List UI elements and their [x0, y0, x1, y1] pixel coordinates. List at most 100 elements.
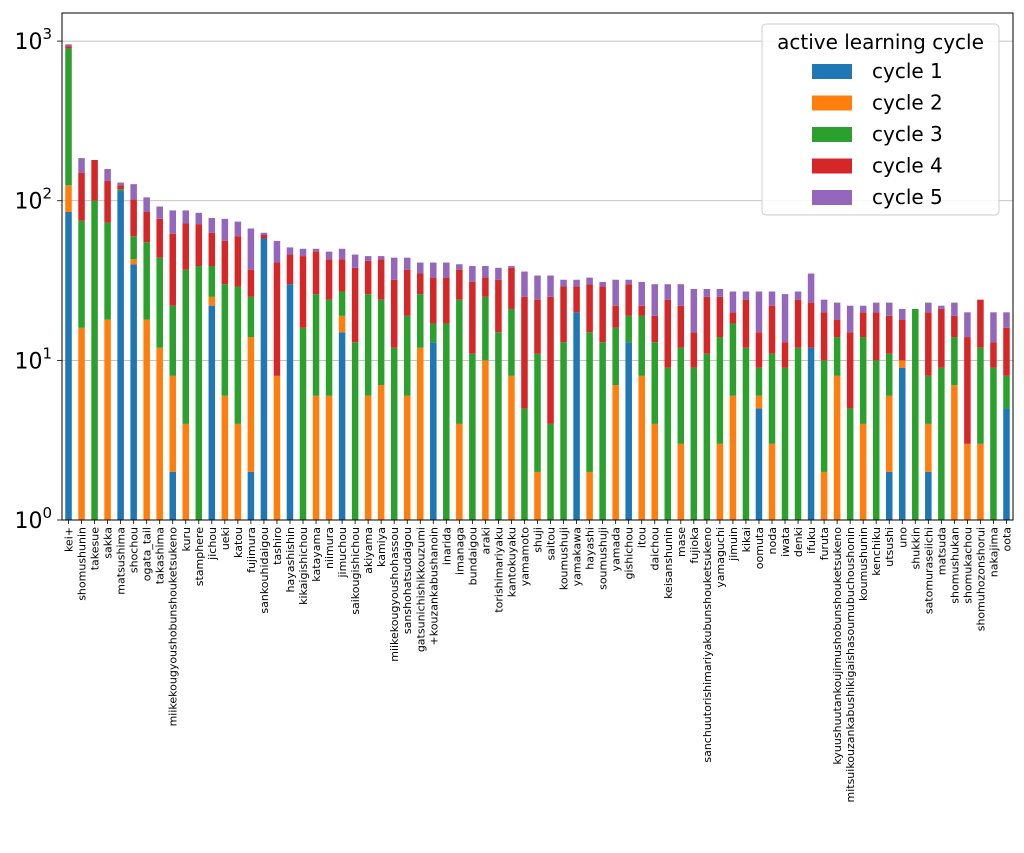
bar-miikekougyoushohassou-cycle-5 [390, 257, 398, 280]
xtick-label-miikekougyoushobunshouketsukeno: miikekougyoushobunshouketsukeno [167, 527, 180, 727]
bar-katou-cycle-2 [234, 423, 242, 520]
bar-satomuraseiichi-cycle-5 [925, 302, 932, 313]
plot-frame [61, 12, 1014, 521]
bar-sakka-cycle-3 [104, 222, 111, 320]
bar-bundaigou-cycle-5 [469, 266, 476, 282]
bar-shuji-cycle-5 [534, 275, 541, 300]
bar-furuta-cycle-5 [820, 299, 828, 313]
bar-utsushi-cycle-2 [885, 395, 893, 472]
legend-label-cycle-3: cycle 3 [872, 122, 943, 146]
bar-matsushima-cycle-4 [117, 185, 124, 190]
bar-kei+-cycle-5 [65, 44, 72, 47]
xtick-label-niimura: niimura [323, 527, 336, 569]
bar-araki-cycle-3 [482, 296, 489, 361]
bar-ogata_tail-cycle-4 [143, 212, 150, 243]
bar-utsushi-cycle-1 [885, 471, 893, 520]
bar-araki-cycle-4 [482, 277, 489, 297]
bar-iwata-cycle-4 [781, 342, 789, 368]
bar-uno-cycle-2 [899, 360, 906, 368]
bar-koumushunin-cycle-2 [859, 423, 867, 520]
bar-fujimura-cycle-5 [247, 228, 255, 270]
bar-miikekougyoushobunshouketsukeno-cycle-2 [169, 375, 176, 472]
bar-jimuchou-cycle-3 [338, 291, 346, 316]
bar-ueki-cycle-2 [221, 395, 229, 520]
bar-yamamoto-cycle-3 [521, 408, 528, 520]
xtick-label-shomukachou: shomukachou [961, 527, 974, 604]
bar-kamiya-cycle-5 [377, 256, 385, 260]
bar-ueki-cycle-5 [221, 218, 229, 241]
bar-sankouhidaigou-cycle-1 [260, 238, 268, 521]
bar-mase-cycle-4 [677, 305, 685, 348]
bar-daichou-cycle-2 [651, 423, 659, 520]
bar-jimuin-cycle-3 [729, 323, 737, 396]
legend-label-cycle-1: cycle 1 [872, 59, 943, 83]
bar-katou-cycle-5 [234, 221, 242, 237]
bar-saitou-cycle-4 [547, 296, 554, 424]
bar-mitsuikouzankabushikigaishasoumubuchoushonin-cycle-3 [846, 408, 854, 520]
bar-niimura-cycle-5 [325, 251, 333, 260]
bar-kuru-cycle-5 [182, 210, 190, 224]
xtick-label-akiyama: akiyama [362, 527, 375, 574]
bar-shomushunin-cycle-2 [78, 327, 85, 520]
bar-matsuda-cycle-5 [938, 305, 945, 309]
bar-gatsunichishikkouzumi-cycle-3 [416, 294, 424, 348]
xtick-label-jichou: jichou [206, 527, 219, 561]
bar-shochou-cycle-1 [130, 264, 137, 520]
bar-shomushunin-cycle-5 [78, 158, 85, 173]
bar-furuta-cycle-3 [820, 360, 828, 472]
bar-keisanshunin-cycle-4 [664, 299, 672, 368]
bar-hayashi-cycle-3 [586, 332, 593, 472]
bar-koumushunin-cycle-3 [859, 337, 867, 424]
bar-inarida-cycle-4 [443, 277, 450, 324]
bar-ifuku-cycle-1 [807, 347, 815, 520]
bar-denki-cycle-5 [794, 291, 802, 300]
xtick-label-daichou: daichou [649, 527, 662, 571]
bar-+kouzankabushanoin-cycle-5 [430, 262, 437, 278]
bar-gatsunichishikkouzumi-cycle-5 [416, 262, 424, 274]
xtick-label-ogata_tail: ogata_tail [141, 527, 154, 581]
bar-mase-cycle-2 [677, 443, 685, 520]
bar-itou-cycle-5 [638, 281, 645, 306]
bar-gishichou-cycle-5 [625, 279, 632, 285]
bar-soumushuji-cycle-4 [599, 286, 606, 343]
bar-mitsuikouzankabushikigaishasoumubuchoushonin-cycle-5 [846, 305, 854, 333]
bar-gatsunichishikkouzumi-cycle-4 [416, 273, 424, 295]
bar-kikai-cycle-3 [742, 347, 750, 520]
bar-kikaigishichou-cycle-5 [299, 248, 307, 257]
bar-daichou-cycle-3 [651, 342, 659, 424]
bar-jimuchou-cycle-1 [338, 332, 346, 520]
bar-oota-cycle-4 [1003, 327, 1010, 376]
bar-oota-cycle-1 [1003, 408, 1010, 520]
bar-saikougishichou-cycle-4 [351, 267, 359, 343]
xtick-label-shuji: shuji [532, 527, 545, 553]
bar-matsushima-cycle-1 [117, 191, 124, 520]
bar-akiyama-cycle-5 [364, 256, 372, 261]
bar-satomuraseiichi-cycle-3 [925, 375, 932, 424]
xtick-label-yamada: yamada [610, 527, 623, 571]
xtick-label-yamakawa: yamakawa [571, 527, 584, 586]
bar-araki-cycle-2 [482, 360, 489, 520]
xtick-label-mitsuikouzankabushikigaishasoumubuchoushonin: mitsuikouzankabushikigaishasoumubuchoush… [844, 527, 857, 803]
bar-kamiya-cycle-3 [377, 299, 385, 386]
bar-akiyama-cycle-2 [364, 395, 372, 520]
legend-swatch-cycle-5 [812, 190, 852, 205]
xtick-label-yamamoto: yamamoto [518, 527, 531, 586]
bar-stamphere-cycle-5 [195, 212, 203, 225]
bar-kantokuyaku-cycle-2 [508, 375, 515, 520]
bar-miikekougyoushobunshouketsukeno-cycle-5 [169, 210, 176, 234]
xtick-label-kikaigishichou: kikaigishichou [297, 527, 310, 605]
xtick-label-noda: noda [766, 527, 779, 554]
bar-shomukachou-cycle-5 [964, 312, 971, 338]
xtick-label-gishichou: gishichou [623, 527, 636, 580]
bar-soumushuji-cycle-5 [599, 281, 606, 287]
bar-yamada-cycle-5 [612, 279, 619, 306]
xtick-label-katayama: katayama [310, 527, 323, 582]
bar-hayashishin-cycle-4 [286, 254, 294, 285]
bar-jichou-cycle-2 [208, 296, 216, 306]
bar-fujimura-cycle-1 [247, 471, 255, 520]
bar-kikaigishichou-cycle-4 [299, 256, 307, 328]
xtick-label-fujioka: fujioka [688, 527, 701, 564]
bar-shomukachou-cycle-4 [964, 337, 971, 444]
bar-jichou-cycle-4 [208, 232, 216, 267]
